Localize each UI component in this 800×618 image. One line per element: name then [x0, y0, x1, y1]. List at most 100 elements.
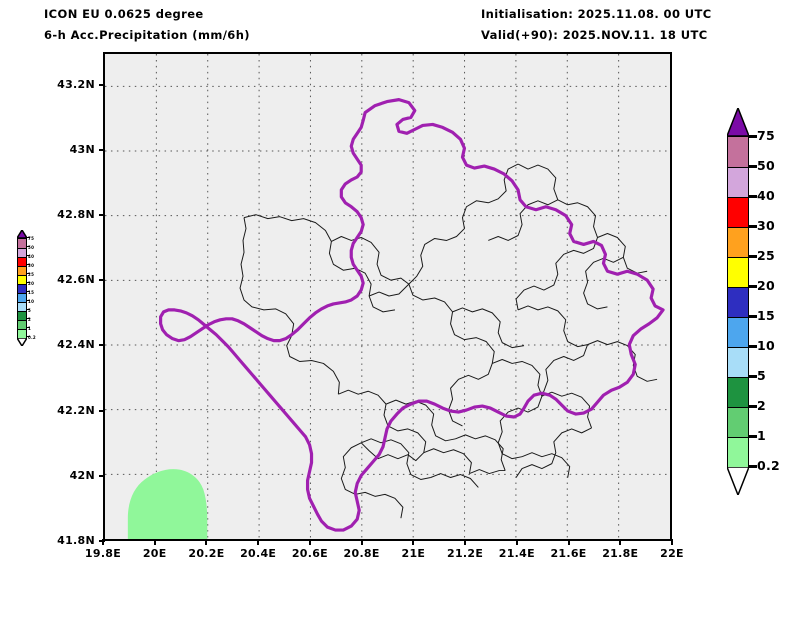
valid-time: Valid(+90): 2025.NOV.11. 18 UTC — [481, 28, 708, 42]
colorbar-tick — [749, 285, 757, 288]
colorbar-tick — [749, 165, 757, 168]
colorbar-label: 15 — [757, 308, 775, 323]
colorbar-band — [728, 197, 748, 227]
x-axis-tick-label: 20.8E — [343, 547, 380, 560]
colorbar-tick — [749, 435, 757, 438]
y-axis-tick — [99, 148, 105, 151]
colorbar-arrow-bottom — [17, 338, 27, 346]
x-axis-tick — [308, 539, 311, 545]
colorbar-label: 0.2 — [757, 458, 781, 473]
y-axis-tick-label: 42.4N — [57, 338, 95, 352]
x-axis-tick-label: 22E — [660, 547, 684, 560]
colorbar-label: 10 — [757, 338, 775, 353]
kosovo-boundaries — [159, 98, 665, 532]
y-axis-tick — [99, 409, 105, 412]
colorbar-tick — [749, 225, 757, 228]
x-axis-tick — [412, 539, 415, 545]
graticule-grid — [105, 54, 670, 539]
x-axis-tick-label: 20.2E — [188, 547, 225, 560]
colorbar-label: 75 — [757, 128, 775, 143]
colorbar-band — [18, 302, 26, 311]
x-axis-tick — [257, 539, 260, 545]
x-axis-tick — [464, 539, 467, 545]
colorbar-tick — [26, 255, 30, 256]
colorbar-band — [18, 275, 26, 284]
colorbar-tick — [26, 309, 30, 310]
x-axis-tick-label: 20.6E — [291, 547, 328, 560]
colorbar-tick — [749, 255, 757, 258]
y-axis-tick-label: 43.2N — [57, 77, 95, 91]
colorbar-tick — [749, 405, 757, 408]
colorbar-band — [728, 407, 748, 437]
colorbar-band — [18, 266, 26, 275]
colorbar-band — [18, 239, 26, 248]
colorbar-band — [728, 437, 748, 467]
colorbar-precipitation: 75 50 40 30 25 20 15 10 5 2 1 0.2 — [727, 108, 780, 495]
colorbar-tick — [749, 345, 757, 348]
colorbar-band — [728, 137, 748, 167]
y-axis-tick-label: 42.6N — [57, 273, 95, 287]
colorbar-band — [728, 227, 748, 257]
colorbar-band — [18, 284, 26, 293]
colorbar-mini: 75 50 40 30 25 20 15 10 5 2 1 0.2 — [17, 230, 36, 346]
colorbar-tick — [26, 327, 30, 328]
colorbar-label: 50 — [757, 158, 775, 173]
field-title: 6-h Acc.Precipitation (mm/6h) — [44, 28, 250, 42]
x-axis-tick-label: 21E — [401, 547, 426, 560]
y-axis-tick — [99, 214, 105, 216]
national-border-kosovo — [159, 98, 665, 532]
colorbar-bands — [17, 238, 27, 338]
colorbar-label: 40 — [757, 188, 775, 203]
x-axis-tick-label: 20.4E — [240, 547, 277, 560]
colorbar-band — [18, 320, 26, 329]
colorbar-label: 20 — [757, 278, 775, 293]
x-axis-tick-label: 20E — [142, 547, 167, 560]
model-title: ICON EU 0.0625 degree — [44, 7, 204, 21]
x-axis-tick-label: 21.4E — [498, 547, 535, 560]
colorbar-bands — [727, 136, 749, 467]
x-axis-tick — [102, 539, 104, 545]
colorbar-tick — [26, 264, 30, 265]
y-axis-tick — [99, 474, 105, 477]
x-axis-tick-label: 21.2E — [447, 547, 484, 560]
colorbar-band — [18, 293, 26, 302]
colorbar-band — [18, 257, 26, 266]
colorbar-tick — [749, 135, 757, 138]
x-axis-tick — [671, 539, 673, 545]
colorbar-label: 25 — [757, 248, 775, 263]
map-plot-area — [103, 52, 672, 541]
colorbar-tick — [749, 315, 757, 318]
colorbar-label: 2 — [757, 398, 766, 413]
colorbar-label: 5 — [757, 368, 766, 383]
colorbar-label: 50 — [28, 244, 35, 250]
x-axis-tick — [619, 539, 622, 545]
colorbar-arrow-top — [17, 230, 27, 238]
precipitation-field — [127, 469, 208, 539]
colorbar-band — [728, 347, 748, 377]
colorbar-tick — [749, 375, 757, 378]
colorbar-label: 15 — [28, 289, 35, 295]
y-axis-tick-label: 43N — [69, 142, 95, 156]
colorbar-label: 25 — [28, 271, 35, 277]
colorbar-tick — [26, 336, 30, 337]
y-axis-tick — [99, 344, 105, 347]
colorbar-band — [728, 377, 748, 407]
colorbar-label: 2 — [28, 316, 32, 322]
initialisation-time: Initialisation: 2025.11.08. 00 UTC — [481, 7, 712, 21]
x-axis-tick — [360, 539, 363, 545]
colorbar-tick — [26, 273, 30, 274]
colorbar-arrow-top — [727, 108, 749, 136]
colorbar-band — [728, 167, 748, 197]
colorbar-label: 5 — [28, 307, 32, 313]
x-axis-tick-label: 21.6E — [550, 547, 587, 560]
x-axis-tick — [153, 539, 156, 545]
colorbar-label: 40 — [28, 253, 35, 259]
y-axis-tick-label: 42.8N — [57, 208, 95, 221]
y-axis-tick — [99, 279, 105, 282]
colorbar-tick — [749, 465, 757, 468]
colorbar-label: 30 — [757, 218, 775, 233]
colorbar-tick — [749, 195, 757, 198]
colorbar-tick — [26, 246, 30, 247]
x-axis-tick-label: 21.8E — [602, 547, 639, 560]
colorbar-tick — [26, 318, 30, 319]
